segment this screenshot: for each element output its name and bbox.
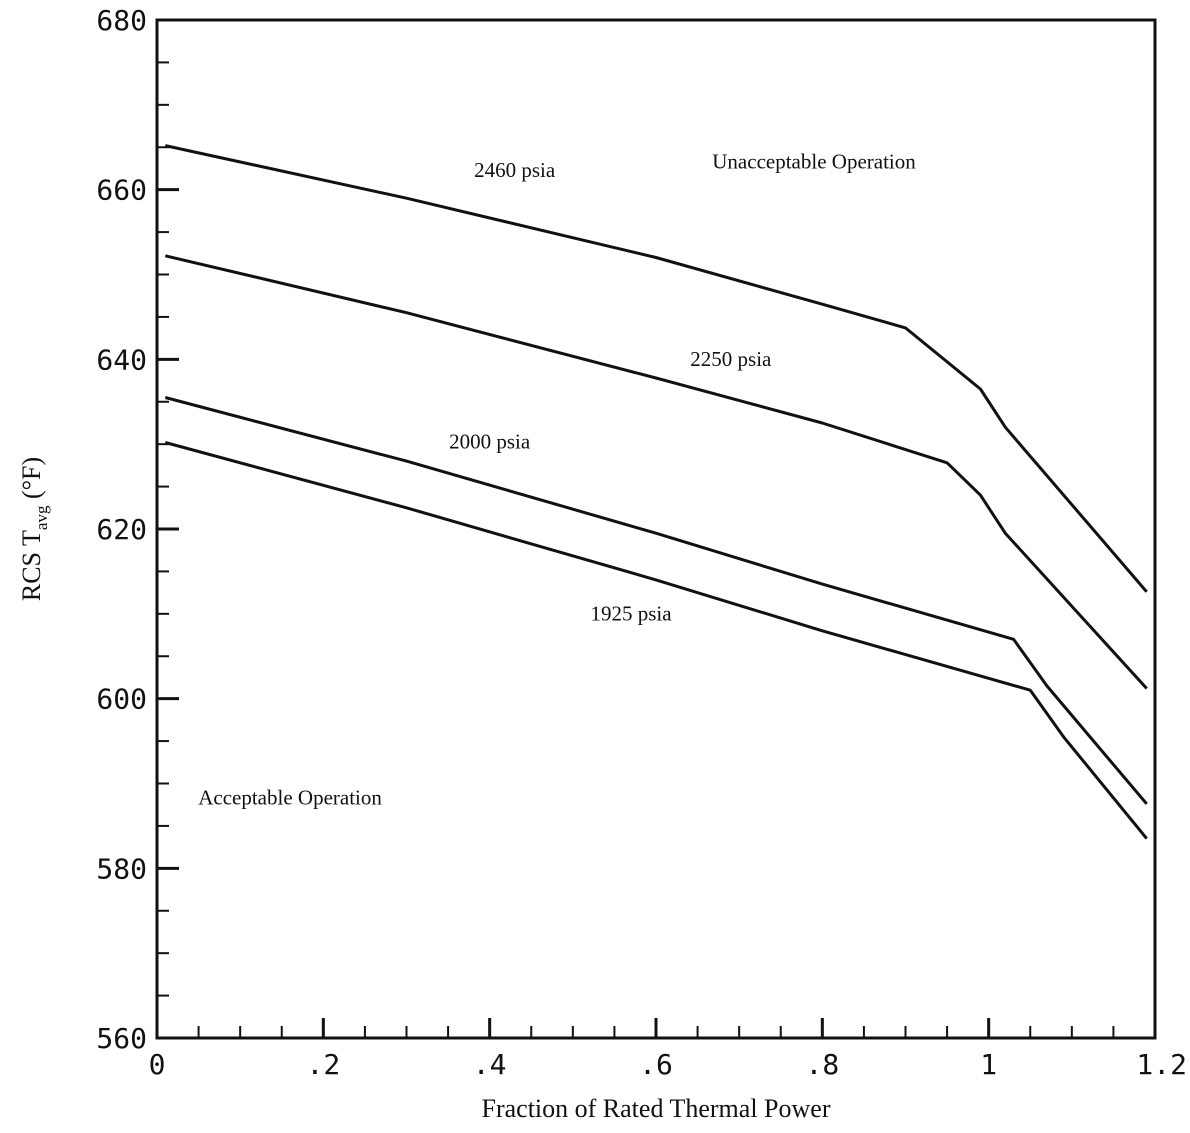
y-tick-label: 580: [96, 852, 147, 885]
x-tick-labels: 0 .2 .4 .6 .8 1 1.2: [149, 1048, 1187, 1081]
y-tick-label: 560: [96, 1022, 147, 1055]
curve-2250-psia: [164, 254, 1148, 690]
y-tick-label: 680: [96, 4, 147, 37]
annotations: Unacceptable Operation Acceptable Operati…: [198, 149, 916, 809]
y-tick-label: 620: [96, 513, 147, 546]
y-tick-labels: 560 580 600 620 640 660 680: [96, 4, 147, 1055]
curve-2460-psia: [164, 144, 1148, 593]
y-axis-title-unit: (°F): [17, 457, 46, 506]
x-axis-title: Fraction of Rated Thermal Power: [482, 1094, 831, 1123]
annotation-acceptable-operation: Acceptable Operation: [198, 786, 382, 810]
y-axis-title-subscript: avg: [32, 505, 51, 530]
x-tick-label: 0: [149, 1048, 166, 1081]
curve-1925-psia: [164, 441, 1148, 840]
series-label-1925-psia: 1925 psia: [591, 602, 673, 626]
y-axis-title: RCS Tavg (°F): [17, 457, 51, 601]
y-axis-title-main: RCS T: [17, 530, 46, 601]
curves: [164, 144, 1148, 840]
series-labels: 2460 psia 2250 psia 2000 psia 1925 psia: [449, 158, 772, 626]
x-tick-label: 1: [980, 1048, 997, 1081]
series-label-2000-psia: 2000 psia: [449, 429, 531, 453]
x-tick-label: .8: [805, 1048, 839, 1081]
x-tick-label: .4: [473, 1048, 507, 1081]
y-tick-label: 640: [96, 343, 147, 376]
annotation-unacceptable-operation: Unacceptable Operation: [712, 149, 916, 173]
series-label-2460-psia: 2460 psia: [474, 158, 556, 182]
series-label-2250-psia: 2250 psia: [690, 347, 772, 371]
x-tick-label: 1.2: [1136, 1048, 1187, 1081]
x-tick-label: .6: [639, 1048, 673, 1081]
x-tick-label: .2: [306, 1048, 340, 1081]
plot-frame: [155, 18, 1157, 1040]
y-tick-label: 660: [96, 174, 147, 207]
major-ticks: [155, 18, 1157, 1040]
minor-ticks: [157, 61, 1115, 1038]
curve-2000-psia: [164, 396, 1148, 805]
y-tick-label: 600: [96, 683, 147, 716]
